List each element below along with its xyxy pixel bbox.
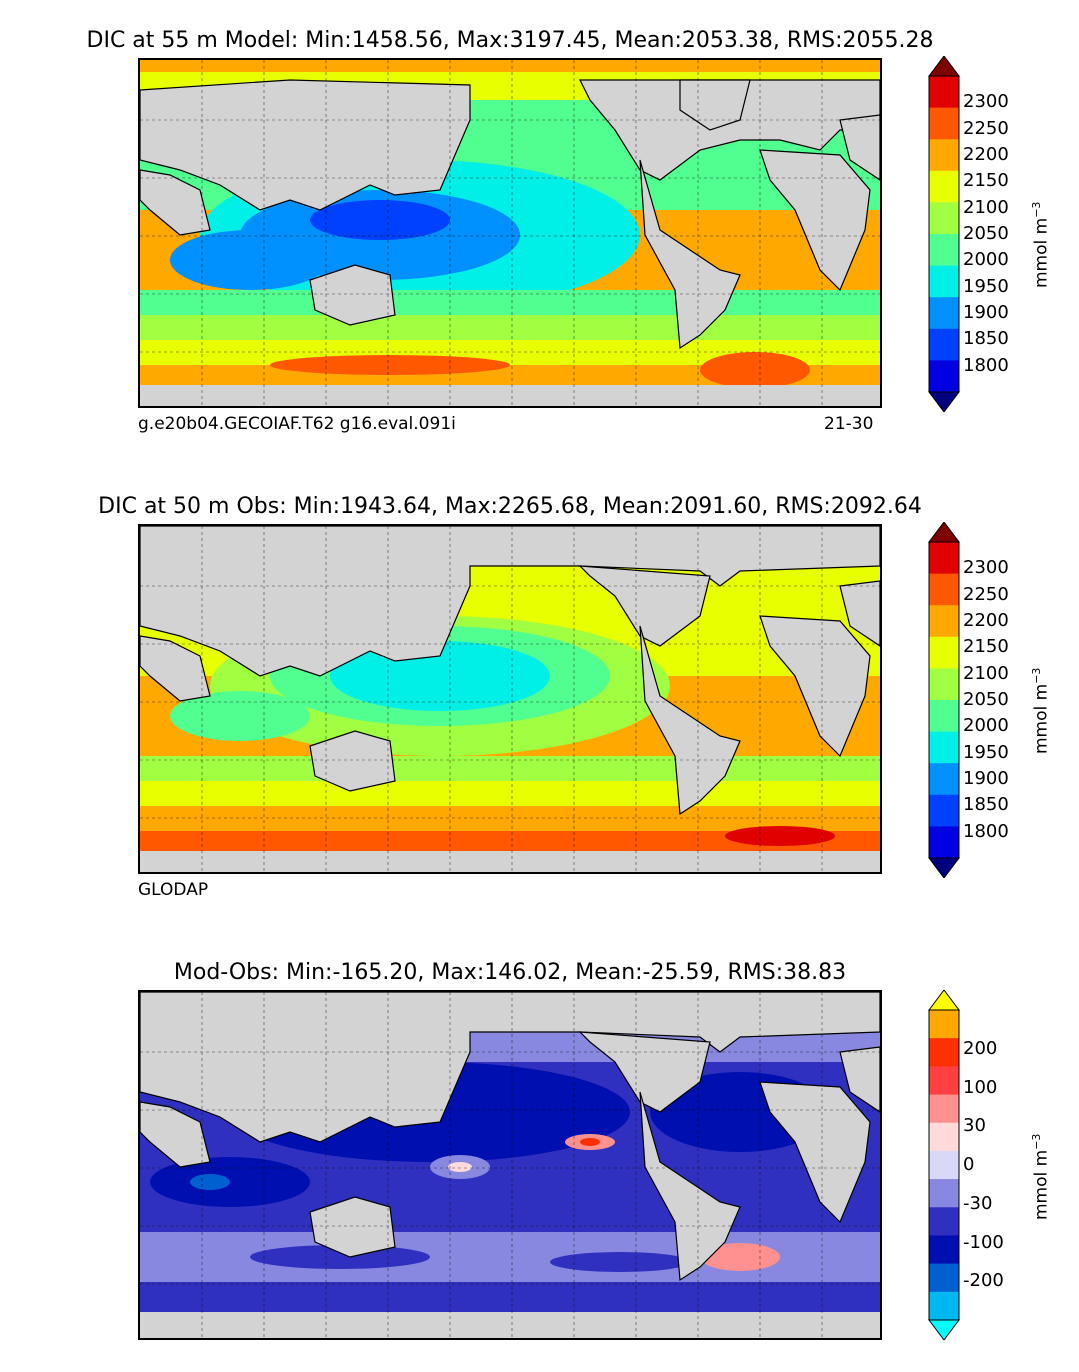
colorbar-band [929, 1122, 959, 1152]
colorbar-band [929, 1263, 959, 1293]
colorbar-tick-label: 1950 [963, 741, 1009, 763]
colorbar-tick-label: -100 [963, 1231, 1004, 1253]
colorbar-tick-label: 1850 [963, 328, 1009, 350]
colorbar-tick-label: -30 [963, 1192, 993, 1214]
colorbar-band [929, 107, 959, 140]
colorbar-tick-label: 1850 [963, 794, 1009, 816]
colorbar-band [929, 1179, 959, 1208]
colorbar-tick-label: 2300 [963, 557, 1009, 579]
colorbar-band [929, 668, 959, 701]
colorbar-tick-label: 1900 [963, 302, 1009, 323]
colorbar-band [929, 542, 959, 575]
colorbar-extend-top [928, 990, 960, 1011]
colorbar-extend-bottom [928, 391, 960, 412]
colorbar [928, 522, 960, 878]
colorbar-band [929, 700, 959, 733]
colorbar-band [929, 202, 959, 235]
colorbar-band [929, 573, 959, 606]
colorbar-tick-label: -200 [963, 1270, 1004, 1292]
colorbar-band [929, 76, 959, 109]
caption-left: g.e20b04.GECOIAF.T62 g16.eval.091i [138, 414, 456, 434]
colorbar-band [929, 636, 959, 669]
colorbar-band [929, 265, 959, 298]
colorbar-tick-label: 2250 [963, 583, 1009, 605]
colorbar-unit-label: mmol m−3 [1030, 201, 1052, 288]
colorbar-tick-label: 1900 [963, 768, 1009, 789]
colorbar-band [929, 297, 959, 330]
colorbar-band [929, 234, 959, 267]
colorbar-band [929, 360, 959, 393]
colorbar-band [929, 763, 959, 796]
caption-left: GLODAP [138, 880, 209, 900]
colorbar-band [929, 1207, 959, 1236]
colorbar-band [929, 139, 959, 172]
colorbar-tick-label: 2150 [963, 636, 1009, 658]
colorbar-tick-label: 200 [963, 1037, 998, 1059]
colorbar-band [929, 1150, 959, 1180]
colorbar-band [929, 328, 959, 361]
colorbar-tick-label: 2100 [963, 196, 1009, 218]
caption-right: 21-30 [824, 414, 874, 434]
colorbar-unit-label: mmol m−3 [1030, 667, 1052, 754]
colorbar-band [929, 605, 959, 638]
colorbar-tick-label: 100 [963, 1076, 998, 1098]
colorbar [928, 56, 960, 412]
colorbar-tick-label: 2000 [963, 715, 1009, 737]
colorbar-tick-label: 2200 [963, 610, 1009, 631]
colorbar-extend-top [928, 56, 960, 77]
map-obs-dic [138, 524, 882, 874]
colorbar-tick-label: 2300 [963, 91, 1009, 113]
colorbar-tick-label: 2150 [963, 170, 1009, 192]
colorbar-band [929, 170, 959, 203]
colorbar-band [929, 1291, 959, 1321]
colorbar-tick-label: 2050 [963, 689, 1009, 710]
colorbar-tick-label: 2050 [963, 223, 1009, 244]
colorbar-tick-label: 2200 [963, 144, 1009, 165]
colorbar-extend-bottom [928, 857, 960, 878]
colorbar-tick-label: 1800 [963, 354, 1009, 376]
colorbar-band [929, 1038, 959, 1067]
colorbar-tick-label: 2000 [963, 249, 1009, 271]
colorbar-tick-label: 30 [963, 1115, 986, 1137]
panel-title: DIC at 55 m Model: Min:1458.56, Max:3197… [86, 28, 934, 53]
colorbar-tick-label: 2250 [963, 117, 1009, 139]
colorbar-unit-label: mmol m−3 [1030, 1133, 1052, 1220]
colorbar-band [929, 1094, 959, 1124]
colorbar-extend-top [928, 522, 960, 543]
colorbar-tick-label: 0 [963, 1154, 975, 1175]
colorbar-tick-label: 1800 [963, 820, 1009, 842]
colorbar-band [929, 1235, 959, 1265]
map-model-dic [138, 58, 882, 408]
colorbar-band [929, 1066, 959, 1096]
colorbar-extend-bottom [928, 1319, 960, 1340]
colorbar-band [929, 826, 959, 859]
colorbar-band [929, 794, 959, 827]
panel-title: Mod-Obs: Min:-165.20, Max:146.02, Mean:-… [173, 960, 847, 985]
colorbar-band [929, 731, 959, 764]
panel-title: DIC at 50 m Obs: Min:1943.64, Max:2265.6… [98, 494, 922, 519]
colorbar-tick-label: 2100 [963, 662, 1009, 684]
map-mod-obs-difference [138, 990, 882, 1340]
colorbar [928, 990, 960, 1340]
colorbar-band [929, 1010, 959, 1039]
colorbar-tick-label: 1950 [963, 275, 1009, 297]
